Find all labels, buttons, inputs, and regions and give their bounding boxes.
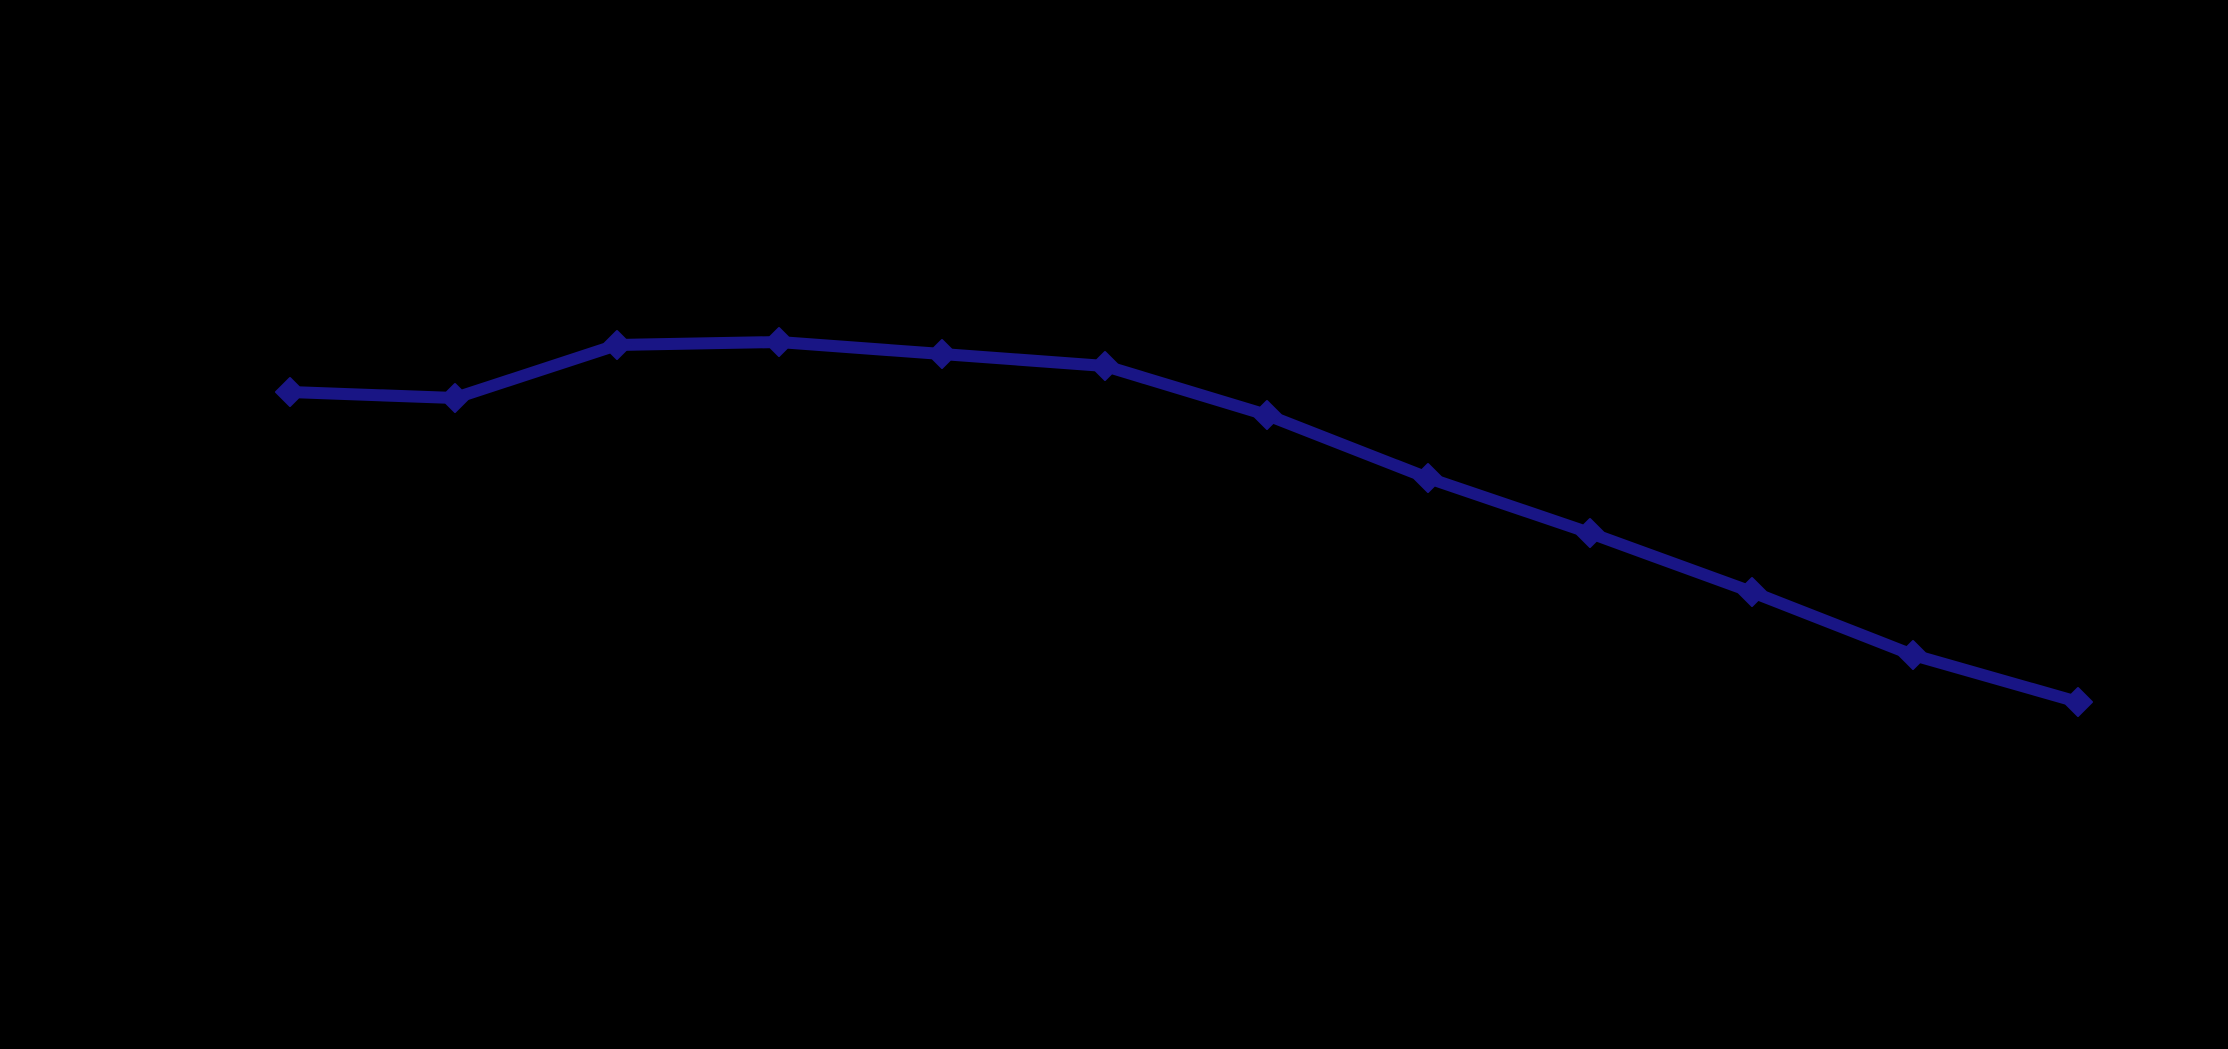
data-point-marker xyxy=(1090,351,1120,381)
data-point-marker xyxy=(927,339,957,369)
series-1-group xyxy=(275,327,2093,717)
series-1-line xyxy=(284,336,2084,708)
data-point-marker xyxy=(1737,577,1767,607)
data-point-marker xyxy=(1898,640,1928,670)
data-point-marker xyxy=(1575,518,1605,548)
series-1-markers xyxy=(275,327,2093,717)
data-point-marker xyxy=(764,327,794,357)
data-point-marker xyxy=(2063,687,2093,717)
data-point-marker xyxy=(1252,400,1282,430)
data-point-marker xyxy=(275,377,305,407)
data-point-marker xyxy=(602,330,632,360)
data-point-marker xyxy=(440,383,470,413)
data-point-marker xyxy=(1413,463,1443,493)
